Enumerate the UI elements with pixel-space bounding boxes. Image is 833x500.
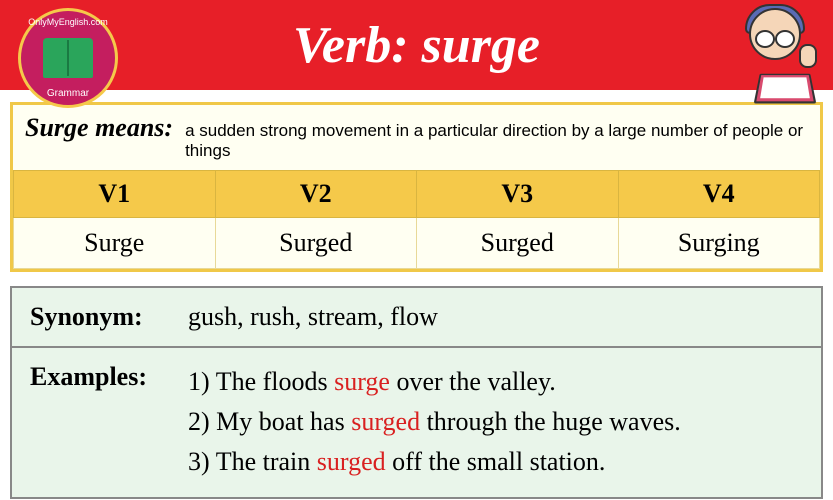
form-v1: Surge [14,217,216,268]
examples-list: 1) The floods surge over the valley. 2) … [188,362,681,483]
form-v3: Surged [417,217,619,268]
synonym-value: gush, rush, stream, flow [188,302,438,332]
header-band: Verb: surge [0,0,833,90]
page-title: Verb: surge [293,16,540,75]
highlight-word: surged [317,447,386,476]
col-header-v4: V4 [618,170,820,217]
synonym-row: Synonym: gush, rush, stream, flow [12,288,821,346]
examples-row: Examples: 1) The floods surge over the v… [12,346,821,497]
brand-text-top: OnlyMyEnglish.com [28,17,108,27]
reader-cartoon-icon [715,2,825,112]
definition-box: Surge means: a sudden strong movement in… [10,102,823,272]
verb-forms-table: V1 V2 V3 V4 Surge Surged Surged Surging [13,170,820,269]
col-header-v2: V2 [215,170,417,217]
brand-badge: OnlyMyEnglish.com Grammar [18,8,118,108]
info-box: Synonym: gush, rush, stream, flow Exampl… [10,286,823,499]
definition-text: a sudden strong movement in a particular… [185,121,808,162]
example-item: 3) The train surged off the small statio… [188,442,681,482]
highlight-word: surged [351,407,420,436]
table-row: Surge Surged Surged Surging [14,217,820,268]
example-item: 1) The floods surge over the valley. [188,362,681,402]
definition-label: Surge means: [25,113,173,143]
col-header-v3: V3 [417,170,619,217]
form-v4: Surging [618,217,820,268]
example-item: 2) My boat has surged through the huge w… [188,402,681,442]
definition-row: Surge means: a sudden strong movement in… [13,113,820,170]
col-header-v1: V1 [14,170,216,217]
examples-label: Examples: [30,362,170,392]
brand-text-bottom: Grammar [47,88,89,99]
synonym-label: Synonym: [30,302,170,332]
form-v2: Surged [215,217,417,268]
highlight-word: surge [334,367,390,396]
table-header-row: V1 V2 V3 V4 [14,170,820,217]
book-icon [43,38,93,78]
